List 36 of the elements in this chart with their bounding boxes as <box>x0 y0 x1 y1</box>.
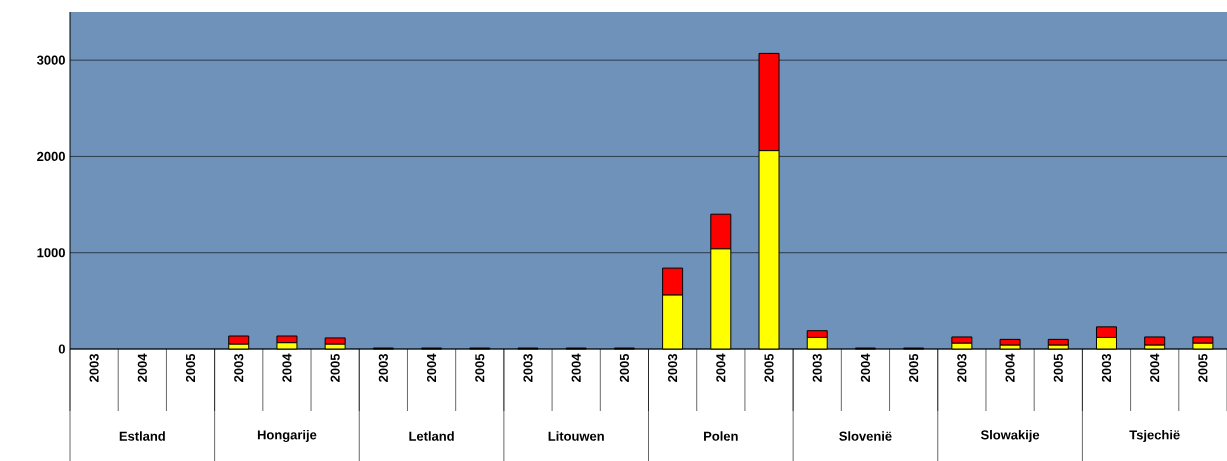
x-tick-label: 2003 <box>668 353 678 382</box>
x-tick-label: 2003 <box>523 353 533 382</box>
x-tick-label: 2004 <box>1150 353 1160 382</box>
text: Polen <box>704 431 738 441</box>
x-tick-label: 2004 <box>716 353 726 382</box>
x-tick-label: 2003 <box>378 353 388 382</box>
y-tick-label: 3000 <box>36 55 65 65</box>
x-tick-label: 2005 <box>475 353 485 382</box>
x-tick-label: 2003 <box>89 353 99 382</box>
x-tick-label: 2005 <box>909 353 919 382</box>
x-tick-label: 2005 <box>330 353 340 382</box>
text: Slowakije <box>980 429 1040 443</box>
x-tick-label: 2005 <box>1053 353 1063 382</box>
text: Estland <box>119 431 165 441</box>
x-tick-label: 2005 <box>764 353 774 382</box>
y-tick-label: 0 <box>58 344 65 354</box>
y-tick-label: 1000 <box>37 248 65 258</box>
x-tick-label: 2003 <box>957 353 967 382</box>
x-tick-label: 2003 <box>1101 353 1112 382</box>
text: Tsjechië <box>1129 429 1180 443</box>
x-tick-label: 2005 <box>185 353 196 382</box>
text: Hongarije <box>257 429 317 443</box>
x-tick-label: 2004 <box>571 353 581 382</box>
x-tick-label: 2003 <box>812 353 822 382</box>
x-tick-label: 2004 <box>137 353 147 382</box>
x-tick-label: 2004 <box>860 353 871 382</box>
x-tick-label: 2005 <box>1198 353 1208 382</box>
x-tick-label: 2004 <box>282 353 292 382</box>
text: Litouwen <box>548 431 604 441</box>
text: Slovenië <box>839 431 892 441</box>
text: Letland <box>409 431 454 441</box>
x-tick-label: 2005 <box>619 353 629 382</box>
y-tick-label: 2000 <box>37 151 65 162</box>
x-tick-label: 2004 <box>426 353 437 382</box>
x-tick-label: 2004 <box>1005 353 1015 382</box>
x-tick-label: 2003 <box>234 353 244 382</box>
